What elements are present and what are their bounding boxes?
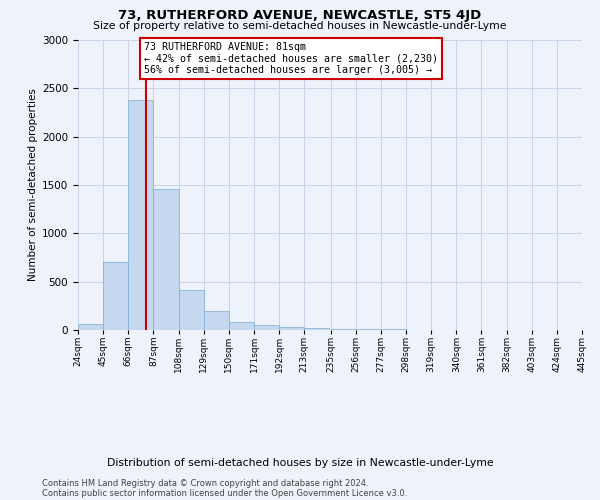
Text: 73, RUTHERFORD AVENUE, NEWCASTLE, ST5 4JD: 73, RUTHERFORD AVENUE, NEWCASTLE, ST5 4J… (118, 9, 482, 22)
Y-axis label: Number of semi-detached properties: Number of semi-detached properties (28, 88, 38, 282)
Bar (381, 329, 406, 330)
Bar (279, 327, 304, 330)
Text: Distribution of semi-detached houses by size in Newcastle-under-Lyme: Distribution of semi-detached houses by … (107, 458, 493, 468)
Bar (78, 324, 103, 330)
Bar (179, 290, 204, 330)
Text: Contains HM Land Registry data © Crown copyright and database right 2024.: Contains HM Land Registry data © Crown c… (42, 479, 368, 488)
Bar (103, 262, 128, 330)
Text: Size of property relative to semi-detached houses in Newcastle-under-Lyme: Size of property relative to semi-detach… (93, 21, 507, 31)
Bar (128, 100, 154, 330)
Bar (204, 311, 229, 330)
Bar (331, 328, 356, 330)
Bar (154, 189, 179, 330)
Bar (229, 322, 254, 330)
Text: 73 RUTHERFORD AVENUE: 81sqm
← 42% of semi-detached houses are smaller (2,230)
56: 73 RUTHERFORD AVENUE: 81sqm ← 42% of sem… (144, 42, 438, 75)
Bar (304, 328, 329, 330)
Text: Contains public sector information licensed under the Open Government Licence v3: Contains public sector information licen… (42, 489, 407, 498)
Bar (356, 329, 381, 330)
Bar (254, 325, 279, 330)
